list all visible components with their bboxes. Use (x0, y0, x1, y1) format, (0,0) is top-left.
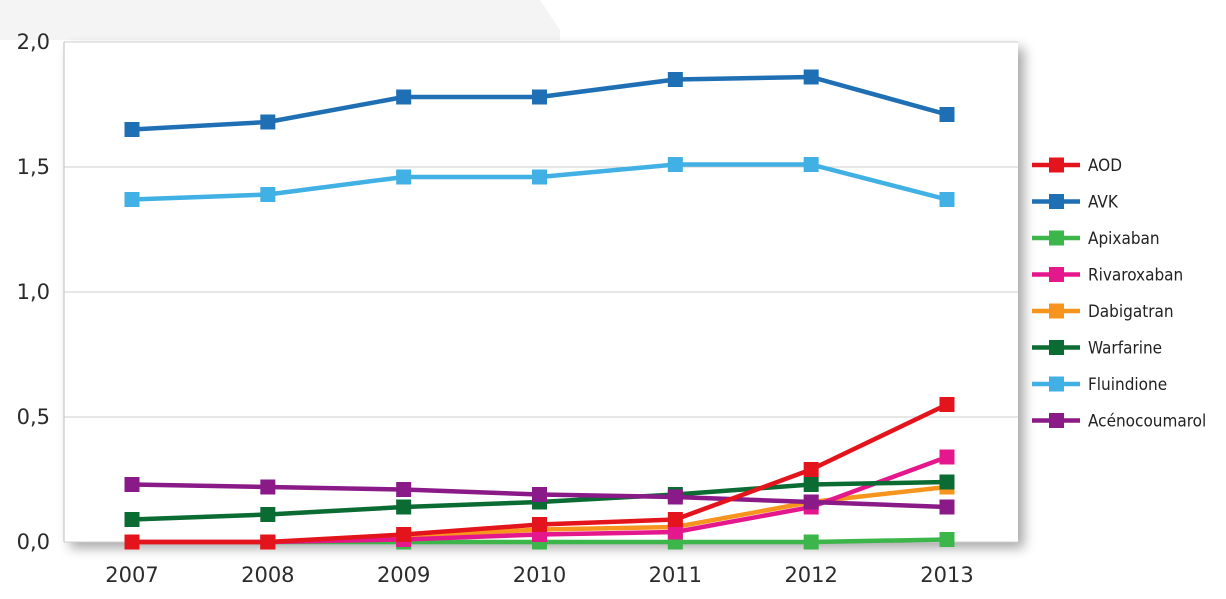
data-point (532, 487, 547, 502)
data-point (260, 534, 276, 550)
series-group (124, 69, 955, 550)
data-point (803, 534, 819, 550)
data-point (939, 449, 955, 465)
y-axis: 0,0 0,5 1,0 1,5 2,0 (17, 30, 65, 554)
y-tick-label: 1,5 (17, 155, 50, 179)
legend-item: Rivaroxaban (1032, 266, 1183, 286)
data-point (260, 114, 276, 130)
series-fluindione (124, 157, 955, 207)
data-point (124, 477, 140, 492)
data-point (396, 89, 412, 105)
x-tick-label: 2007 (105, 563, 158, 587)
data-point (396, 169, 412, 185)
legend-marker (1049, 267, 1064, 282)
x-tick-label: 2013 (920, 563, 973, 587)
data-point (939, 499, 955, 515)
data-point (939, 107, 955, 122)
y-tick-label: 1,0 (17, 280, 50, 304)
legend-item: Warfarine (1032, 339, 1162, 359)
x-tick-label: 2010 (513, 563, 566, 587)
legend-item: AOD (1032, 156, 1122, 176)
legend-label: Acénocoumarol (1088, 412, 1206, 432)
legend-item: Dabigatran (1032, 302, 1174, 322)
legend-item: Fluindione (1032, 375, 1167, 395)
legend-label: Warfarine (1088, 339, 1162, 359)
legend-marker (1049, 303, 1064, 319)
data-point (124, 192, 140, 207)
data-point (803, 462, 819, 477)
data-point (803, 477, 819, 492)
data-point (396, 527, 412, 542)
series-avk (124, 69, 955, 137)
series-aod (124, 397, 955, 550)
y-tick-label: 0,5 (17, 405, 50, 429)
legend-marker (1049, 340, 1064, 355)
data-point (124, 122, 140, 137)
data-point (260, 187, 276, 202)
legend-marker (1049, 230, 1064, 246)
y-tick-label: 0,0 (17, 530, 50, 554)
legend: AOD AVK Apixaban Rivaroxaban Dabigatran Warfa… (1032, 156, 1206, 432)
data-point (260, 507, 276, 522)
legend-label: Rivaroxaban (1088, 266, 1183, 286)
data-point (667, 489, 683, 505)
data-point (939, 474, 955, 490)
data-point (667, 524, 683, 540)
data-point (939, 532, 955, 547)
legend-label: AVK (1088, 193, 1119, 213)
legend-marker (1049, 157, 1064, 173)
y-tick-label: 2,0 (17, 30, 50, 54)
legend-marker (1049, 413, 1064, 428)
legend-marker (1049, 376, 1064, 392)
background-panel (0, 0, 560, 40)
data-point (532, 89, 547, 105)
data-point (803, 69, 819, 85)
x-tick-label: 2009 (377, 563, 430, 587)
data-point (396, 499, 412, 515)
legend-label: AOD (1088, 156, 1122, 176)
x-tick-label: 2012 (784, 563, 837, 587)
data-point (124, 534, 140, 550)
data-point (667, 512, 683, 527)
data-point (396, 482, 412, 497)
data-point (260, 479, 276, 495)
x-tick-label: 2008 (241, 563, 294, 587)
data-point (939, 397, 955, 412)
data-point (124, 512, 140, 527)
legend-marker (1049, 194, 1064, 209)
legend-item: AVK (1032, 193, 1119, 213)
legend-item: Acénocoumarol (1032, 412, 1206, 432)
data-point (532, 517, 547, 532)
legend-label: Dabigatran (1088, 302, 1174, 322)
data-point (667, 157, 683, 172)
data-point (532, 169, 547, 185)
data-point (803, 157, 819, 172)
legend-label: Fluindione (1088, 375, 1167, 395)
data-point (803, 494, 819, 510)
data-point (667, 72, 683, 87)
x-axis: 2007 2008 2009 2010 2011 2012 2013 (105, 563, 973, 587)
series-ac-nocoumarol (124, 477, 955, 515)
x-tick-label: 2011 (649, 563, 702, 587)
data-point (939, 192, 955, 207)
legend-label: Apixaban (1088, 229, 1160, 249)
legend-item: Apixaban (1032, 229, 1160, 249)
